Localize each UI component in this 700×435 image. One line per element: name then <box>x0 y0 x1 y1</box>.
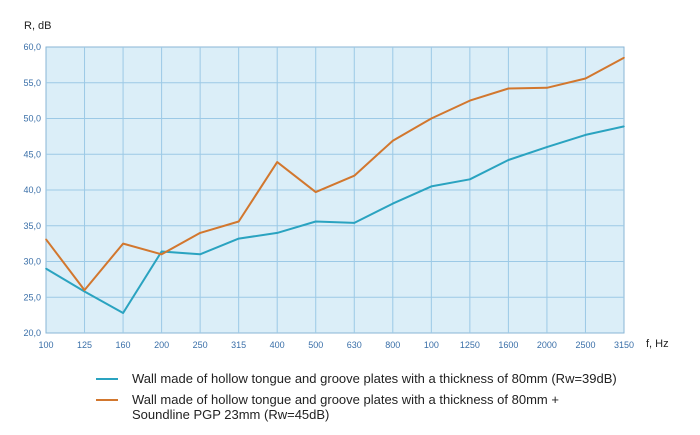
x-tick-label: 400 <box>270 340 285 350</box>
data-point <box>430 117 433 120</box>
data-point <box>83 289 86 291</box>
x-tick-label: 160 <box>116 340 131 350</box>
x-tick-label: 100 <box>38 340 53 350</box>
y-tick-label: 45,0 <box>23 149 41 159</box>
x-tick-label: 630 <box>347 340 362 350</box>
data-point <box>353 222 356 224</box>
data-point <box>276 161 279 163</box>
data-point <box>430 185 433 188</box>
data-point <box>392 139 394 142</box>
data-point <box>546 146 548 148</box>
data-point <box>469 178 471 181</box>
x-axis-title: f, Hz <box>646 338 669 350</box>
data-point <box>276 232 279 234</box>
data-point <box>314 191 317 193</box>
data-point <box>160 250 163 253</box>
y-tick-label: 50,0 <box>23 114 41 124</box>
data-point <box>160 253 163 256</box>
y-axis-ticks: 20,0 25,0 30,0 35,0 40,0 45,0 50,0 55,0 60,0 <box>23 42 41 338</box>
data-point <box>353 174 356 177</box>
y-tick-label: 25,0 <box>23 292 41 302</box>
x-tick-label: 250 <box>193 340 208 350</box>
legend-item-series-1: Wall made of hollow tongue and groove pl… <box>96 371 676 386</box>
grid <box>46 47 624 333</box>
data-point <box>122 312 124 314</box>
legend-label-series-2: Wall made of hollow tongue and groove pl… <box>132 392 559 422</box>
x-tick-label: 315 <box>231 340 246 350</box>
legend-swatch-series-2 <box>96 399 118 401</box>
series-line-1 <box>45 125 625 314</box>
data-point <box>314 220 317 223</box>
legend-item-series-2: Wall made of hollow tongue and groove pl… <box>96 392 676 422</box>
legend: Wall made of hollow tongue and groove pl… <box>96 371 676 428</box>
y-tick-label: 30,0 <box>23 257 41 267</box>
data-point <box>623 56 625 59</box>
data-point <box>122 242 124 245</box>
data-point <box>83 290 86 293</box>
x-axis-ticks: 100 125 160 200 250 315 400 500 630 800 100 1250 160… <box>38 340 634 350</box>
data-point <box>546 86 548 89</box>
data-point <box>623 125 625 128</box>
data-point <box>237 237 240 240</box>
x-tick-label: 1250 <box>460 340 480 350</box>
y-tick-label: 55,0 <box>23 78 41 88</box>
data-point <box>469 99 471 102</box>
series-lines <box>45 56 625 314</box>
x-tick-label: 500 <box>308 340 323 350</box>
x-tick-label: 125 <box>77 340 92 350</box>
y-tick-label: 35,0 <box>23 221 41 231</box>
x-tick-label: 800 <box>385 340 400 350</box>
x-tick-label: 1600 <box>498 340 518 350</box>
data-point <box>507 87 510 90</box>
x-tick-label: 2500 <box>575 340 595 350</box>
y-axis-title: R, dB <box>24 20 52 32</box>
data-point <box>45 267 47 270</box>
x-tick-label: 200 <box>154 340 169 350</box>
data-point <box>584 77 587 80</box>
series-line-2 <box>45 56 625 292</box>
data-point <box>237 220 240 223</box>
x-tick-label: 3150 <box>614 340 634 350</box>
y-tick-label: 60,0 <box>23 42 41 52</box>
y-tick-label: 20,0 <box>23 328 41 338</box>
x-tick-label: 100 <box>424 340 439 350</box>
data-point <box>392 202 394 205</box>
data-point <box>507 159 510 161</box>
legend-swatch-series-1 <box>96 378 118 380</box>
legend-label-series-1: Wall made of hollow tongue and groove pl… <box>132 371 617 386</box>
x-tick-label: 2000 <box>537 340 557 350</box>
data-point <box>45 238 47 241</box>
data-point <box>584 134 587 136</box>
data-point <box>199 253 201 256</box>
data-point <box>199 232 201 234</box>
y-tick-label: 40,0 <box>23 185 41 195</box>
